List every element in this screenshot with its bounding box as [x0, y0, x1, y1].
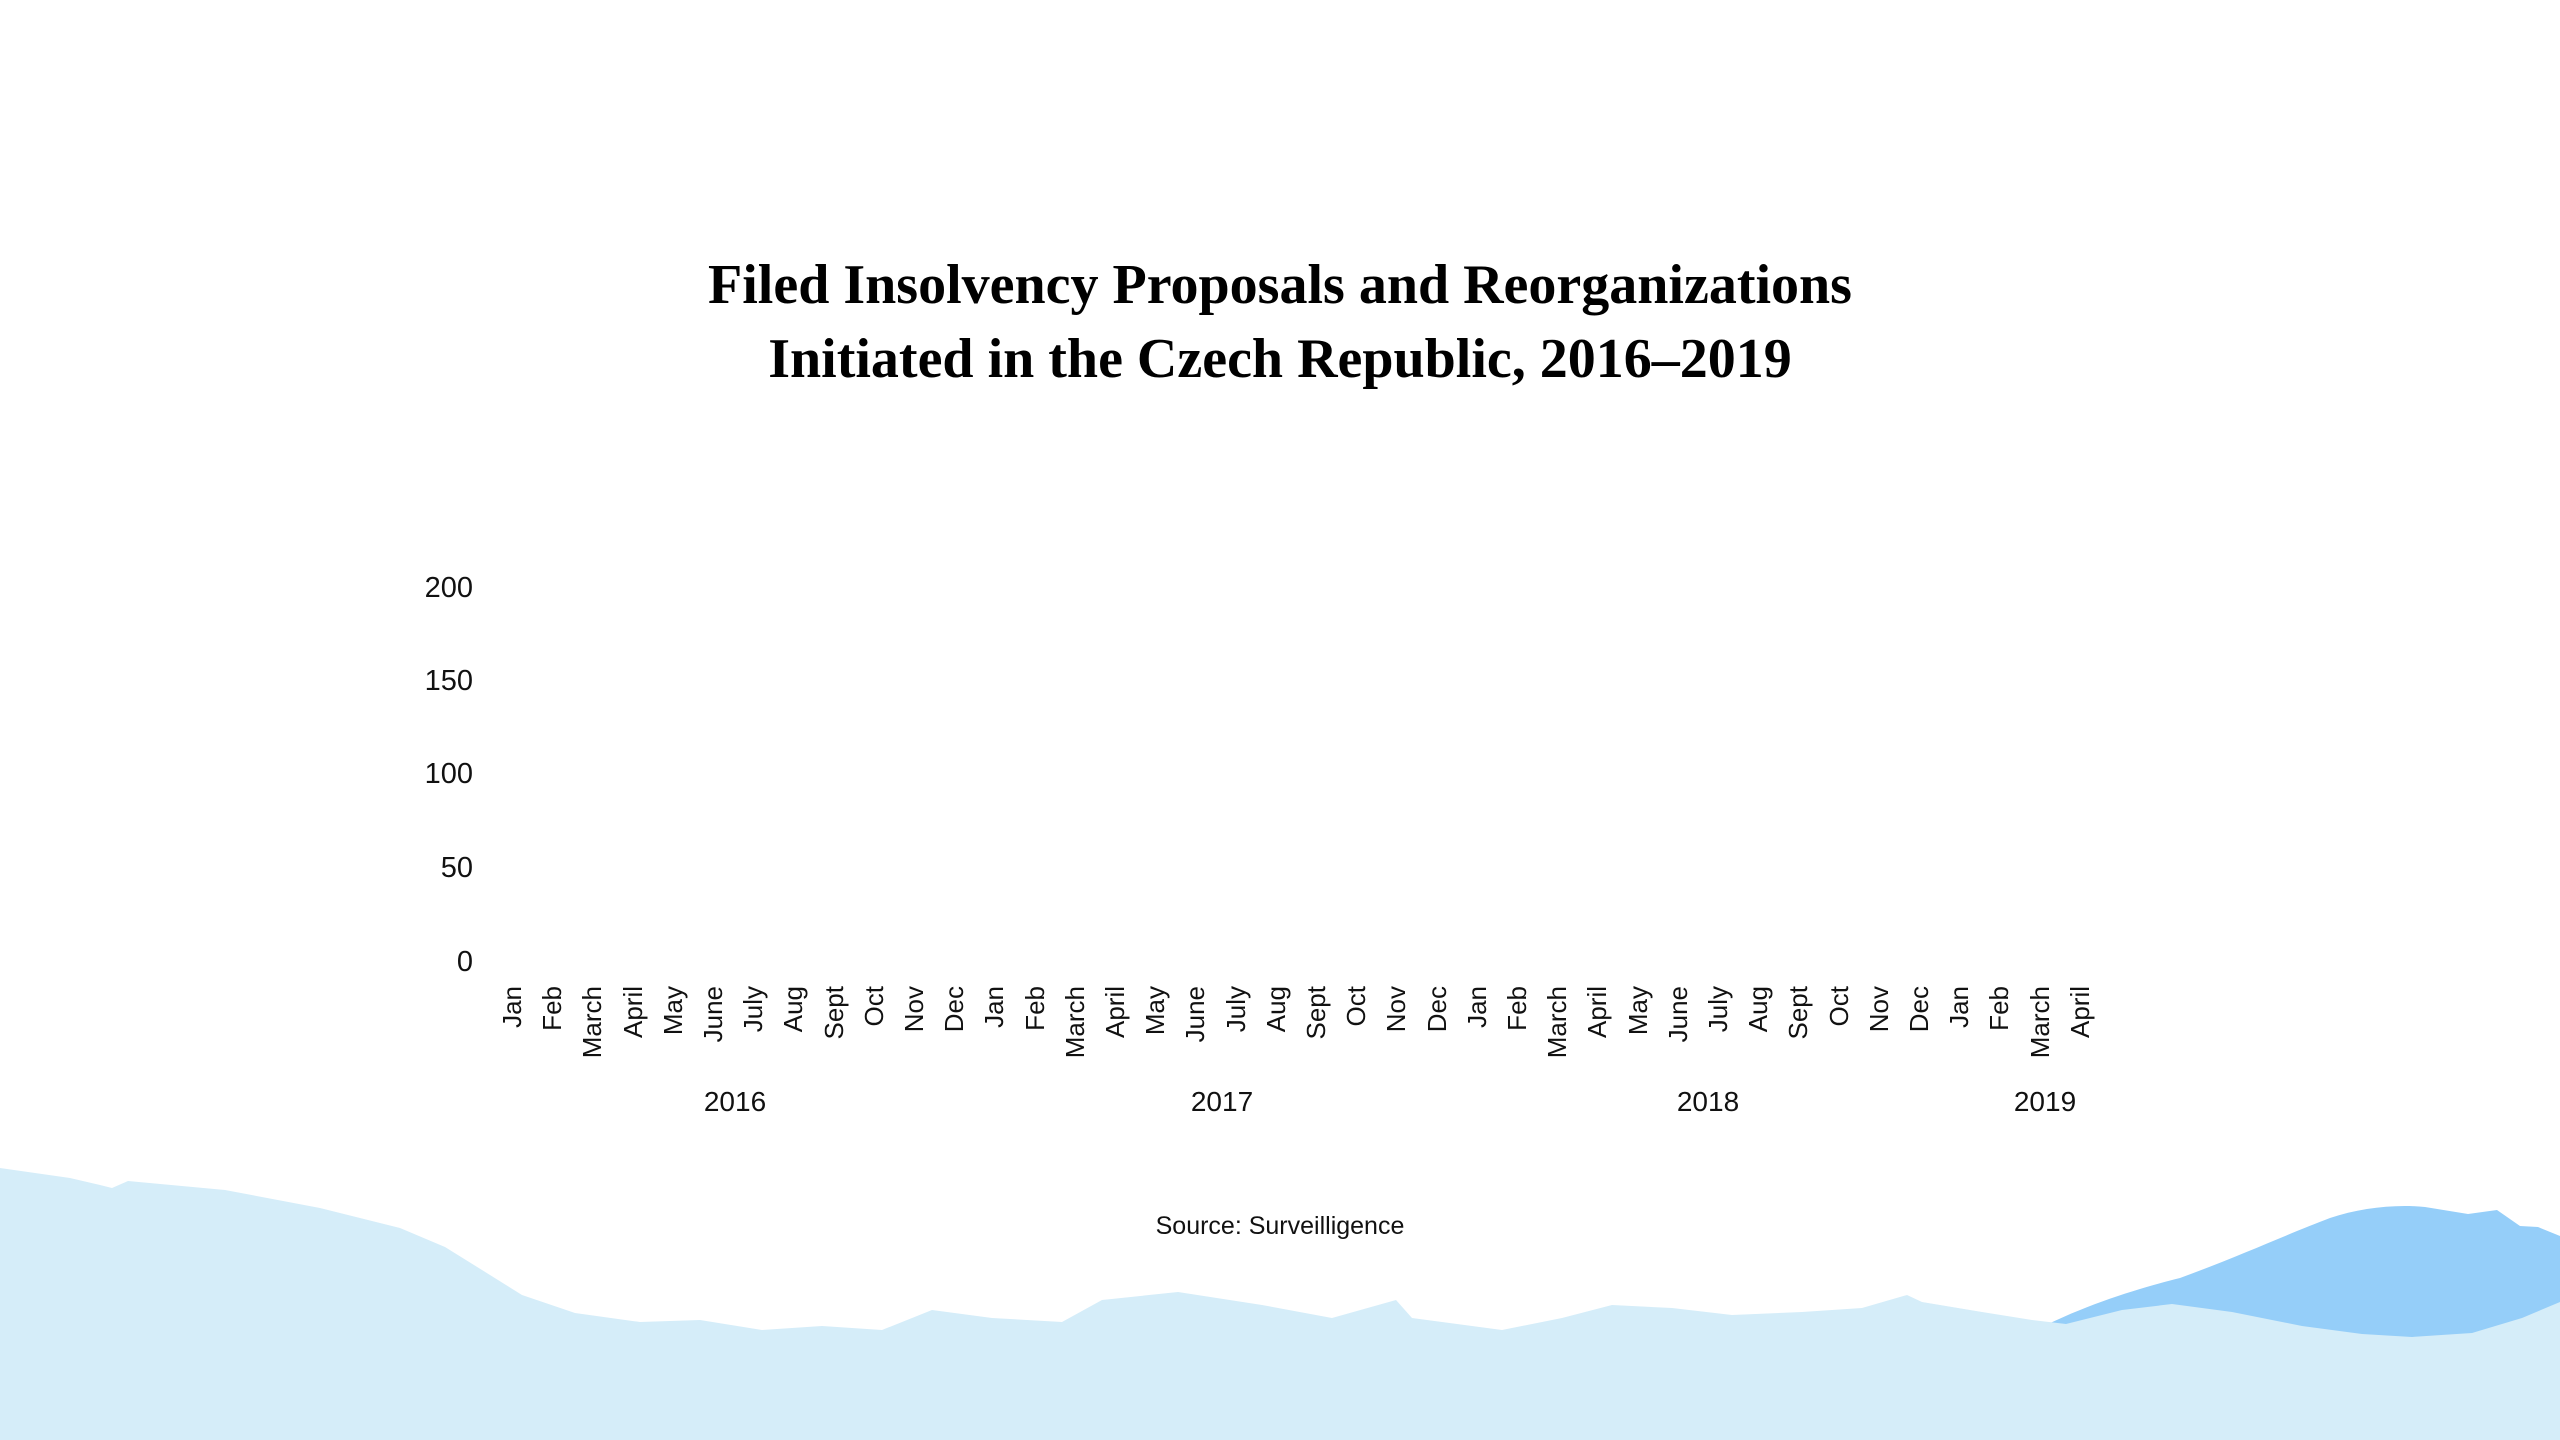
x-axis-month-label: April — [1582, 986, 1613, 1039]
x-axis-month-label: June — [1180, 986, 1211, 1043]
x-axis-month-label: April — [1100, 986, 1130, 1039]
x-axis-month-label: Jan — [1461, 986, 1492, 1028]
x-axis-month-label: Aug — [778, 986, 809, 1033]
x-axis-month-label: April — [617, 986, 648, 1039]
x-axis-month-label: Dec — [939, 986, 970, 1033]
x-axis-year-2018: 2018 — [1676, 1086, 1740, 1117]
x-axis-month-label: Feb — [1502, 986, 1532, 1031]
x-axis-month-label: May — [1622, 986, 1653, 1036]
x-axis-month-label: Jan — [979, 986, 1010, 1028]
plot-area — [490, 570, 2130, 962]
x-axis-month-label: March — [1059, 986, 1090, 1059]
x-axis-month-label: Dec — [1421, 986, 1452, 1033]
x-axis-month-label: July — [1220, 986, 1251, 1033]
x-axis-month-label: March — [2024, 986, 2055, 1059]
y-axis-tick-0: 0 — [456, 946, 473, 978]
x-axis-month-label: July — [738, 986, 769, 1033]
x-axis-month-label: June — [698, 986, 728, 1043]
x-axis-month-label: Aug — [1743, 986, 1774, 1033]
x-axis-year-2019: 2019 — [2013, 1086, 2077, 1117]
x-axis-month-label: Sept — [1301, 986, 1331, 1040]
wave-decoration — [0, 1168, 2560, 1440]
x-axis-month-label: March — [577, 986, 608, 1059]
x-axis-month-label: Oct — [858, 986, 889, 1027]
wave-light-shape — [0, 1168, 2560, 1440]
x-axis-month-label: May — [657, 986, 688, 1036]
x-axis-month-label: Oct — [1823, 986, 1854, 1027]
x-axis-month-label: Dec — [1904, 986, 1934, 1033]
y-axis-tick-100: 100 — [424, 758, 473, 790]
x-axis-month-label: April — [2064, 986, 2095, 1039]
x-axis-month-label: Jan — [1944, 986, 1975, 1028]
y-axis-tick-50: 50 — [440, 852, 473, 884]
x-axis-month-label: Sept — [818, 986, 849, 1040]
source-text: Source: Surveilligence — [1155, 1212, 1405, 1240]
x-axis-month-label: Feb — [1019, 986, 1050, 1031]
x-axis-month-label: March — [1542, 986, 1573, 1059]
x-axis-month-label: Nov — [1381, 986, 1412, 1033]
y-axis-tick-200: 200 — [424, 572, 473, 604]
chart-title-line1: Filed Insolvency Proposals and Reorganiz… — [708, 254, 1852, 316]
x-axis-month-label: July — [1703, 986, 1733, 1033]
x-axis-month-label: Sept — [1783, 986, 1814, 1040]
x-axis-year-2017: 2017 — [1190, 1086, 1254, 1117]
x-axis-month-label: Aug — [1260, 986, 1291, 1033]
x-axis-month-label: Nov — [899, 986, 929, 1033]
x-axis-month-label: May — [1140, 986, 1171, 1036]
x-axis-month-label: Feb — [537, 986, 568, 1031]
x-axis-month-label: June — [1662, 986, 1693, 1043]
x-axis-month-label: Feb — [1984, 986, 2015, 1031]
x-axis-month-label: Oct — [1341, 986, 1372, 1027]
x-axis-year-2016: 2016 — [703, 1086, 767, 1117]
y-axis-tick-150: 150 — [424, 665, 473, 697]
x-axis-month-label: Jan — [497, 986, 527, 1028]
x-axis-month-label: Nov — [1863, 986, 1894, 1033]
chart-title-line2: Initiated in the Czech Republic, 2016–20… — [768, 328, 1792, 390]
chart-title: Filed Insolvency Proposals and Reorganiz… — [0, 248, 2560, 396]
